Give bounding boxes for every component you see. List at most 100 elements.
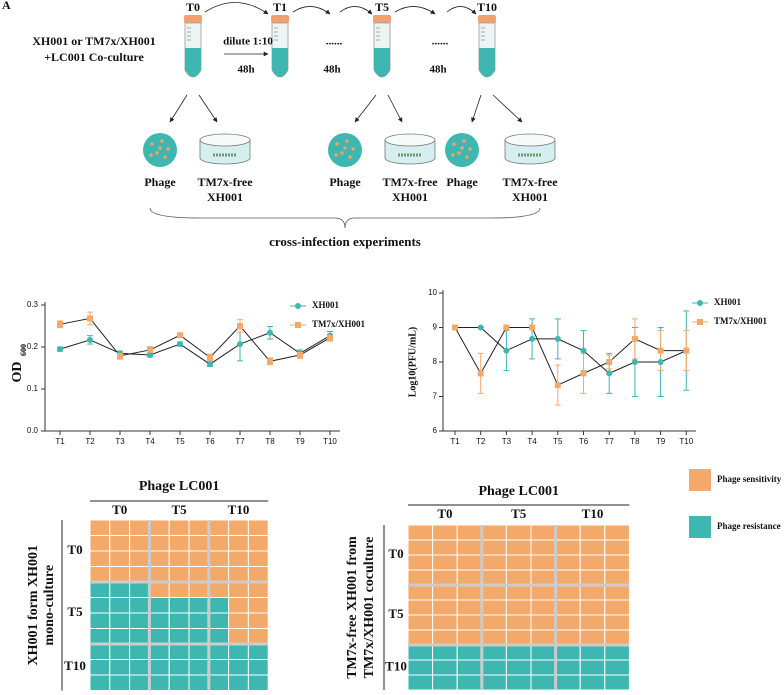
point <box>87 336 93 343</box>
timepoint-label: T10 <box>477 0 497 14</box>
legend-label: Phage sensitivity <box>717 474 782 484</box>
heatmap-cell <box>407 629 434 646</box>
point <box>554 335 561 342</box>
free-label: XH001 <box>512 190 548 204</box>
y-axis-label: Log10(PFU/mL) <box>407 327 418 398</box>
panel-label: A <box>2 0 11 12</box>
point <box>177 341 183 348</box>
heatmap-cell <box>89 597 111 614</box>
heatmap-cell <box>555 539 581 556</box>
step-label: ...... <box>326 36 343 48</box>
heatmap-cell <box>530 569 557 586</box>
heatmap-cell <box>109 612 131 629</box>
tube-liquid <box>374 48 390 77</box>
heatmap-cell <box>432 569 458 586</box>
heatmap-cell <box>89 535 111 552</box>
column-group-label: T5 <box>511 506 527 521</box>
phage-dot <box>160 139 164 143</box>
heatmap-cell <box>604 629 630 646</box>
curved-arrow <box>204 2 269 15</box>
summary-label: cross-infection experiments <box>269 234 421 249</box>
phage-dot <box>150 142 154 146</box>
y-tick-label: 9 <box>433 323 438 332</box>
heatmap-cell <box>247 612 269 629</box>
point <box>657 359 664 365</box>
petri-dish <box>504 140 556 165</box>
heatmap-cell <box>432 629 458 646</box>
heatmap-cell <box>530 554 557 571</box>
series-line <box>59 332 331 365</box>
heatmap-cell <box>247 674 269 691</box>
heatmap-cell <box>407 554 434 571</box>
y-tick-label: 0.1 <box>27 384 39 393</box>
heatmap-cell <box>168 659 190 676</box>
point <box>237 323 243 329</box>
heatmap-cell <box>481 629 507 646</box>
heatmap-cell <box>89 566 111 583</box>
phage-label: Phage <box>446 175 478 189</box>
legend-label: Phage resistance <box>717 521 781 531</box>
point <box>503 324 510 331</box>
heatmap-cell <box>604 524 630 541</box>
heatmap-cell <box>555 644 581 661</box>
y-tick-label: 0.2 <box>27 342 39 351</box>
heatmap-cell <box>555 674 581 691</box>
petri-dish <box>384 140 436 165</box>
free-label: TM7x-free <box>197 175 253 189</box>
phage-plate <box>328 133 362 167</box>
heatmap-cell <box>505 539 532 556</box>
phage-dot <box>340 151 344 155</box>
heatmap-cell <box>407 599 434 616</box>
petri-rim <box>199 133 251 147</box>
legend-marker <box>697 300 703 306</box>
phage-dot <box>163 155 167 159</box>
heatmap-cell <box>481 674 507 691</box>
heatmap-cell <box>505 569 532 586</box>
heatmap-cell <box>555 659 581 676</box>
heatmap-cell <box>129 535 150 552</box>
timepoint-label: T1 <box>273 0 287 14</box>
free-label: XH001 <box>392 190 428 204</box>
heatmap-cell <box>228 566 249 583</box>
heatmap-cell <box>505 674 532 691</box>
down-arrow <box>169 94 188 123</box>
heatmap-cell <box>247 643 269 660</box>
heatmap-cell <box>481 659 507 676</box>
x-tick-label: T2 <box>85 437 95 446</box>
heatmap-cell <box>604 644 630 661</box>
heatmap-cell <box>530 539 557 556</box>
row-group-label: T10 <box>385 658 407 673</box>
heatmap-cell <box>481 554 507 571</box>
point <box>631 359 638 365</box>
phage-dot <box>334 153 338 157</box>
point <box>237 341 243 348</box>
point <box>147 346 153 353</box>
heatmap-cell <box>481 614 507 631</box>
column-group-label: T0 <box>112 502 127 517</box>
legend-label: XH001 <box>714 297 742 307</box>
heatmap-cell <box>555 599 581 616</box>
free-label: TM7x-free <box>382 175 438 189</box>
heatmap-cell <box>579 599 606 616</box>
heatmap-cell <box>228 674 249 691</box>
point <box>631 335 638 342</box>
heatmap-cell <box>129 628 150 645</box>
free-label: TM7x-free <box>502 175 558 189</box>
x-tick-label: T5 <box>553 437 563 446</box>
heatmap-cell <box>148 597 170 614</box>
heatmap-cell <box>228 550 249 567</box>
heatmap-cell <box>247 659 269 676</box>
phage-dot <box>345 139 349 143</box>
legend-swatch <box>689 516 711 538</box>
x-tick-label: T4 <box>527 437 537 446</box>
heatmap-cell <box>432 584 458 601</box>
culture-label: XH001 or TM7x/XH001 <box>32 34 156 48</box>
heatmap-cell <box>579 614 606 631</box>
heatmap-cell <box>505 629 532 646</box>
phage-dot <box>155 151 159 155</box>
row-group-label: T0 <box>67 542 82 557</box>
series-line <box>455 327 687 374</box>
heatmap-cell <box>579 554 606 571</box>
heatmap-cell <box>89 643 111 660</box>
phage-dot <box>335 142 339 146</box>
